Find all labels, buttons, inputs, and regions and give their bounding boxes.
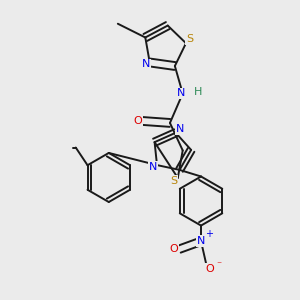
Text: O: O bbox=[206, 264, 214, 274]
Text: N: N bbox=[142, 59, 150, 69]
Text: +: + bbox=[205, 230, 213, 239]
Text: N: N bbox=[149, 162, 157, 172]
Text: O: O bbox=[169, 244, 178, 254]
Text: N: N bbox=[177, 88, 185, 98]
Text: N: N bbox=[197, 236, 205, 246]
Text: ⁻: ⁻ bbox=[216, 260, 221, 270]
Text: H: H bbox=[194, 86, 202, 97]
Text: S: S bbox=[186, 34, 194, 44]
Text: S: S bbox=[170, 176, 177, 186]
Text: O: O bbox=[133, 116, 142, 126]
Text: N: N bbox=[176, 124, 184, 134]
